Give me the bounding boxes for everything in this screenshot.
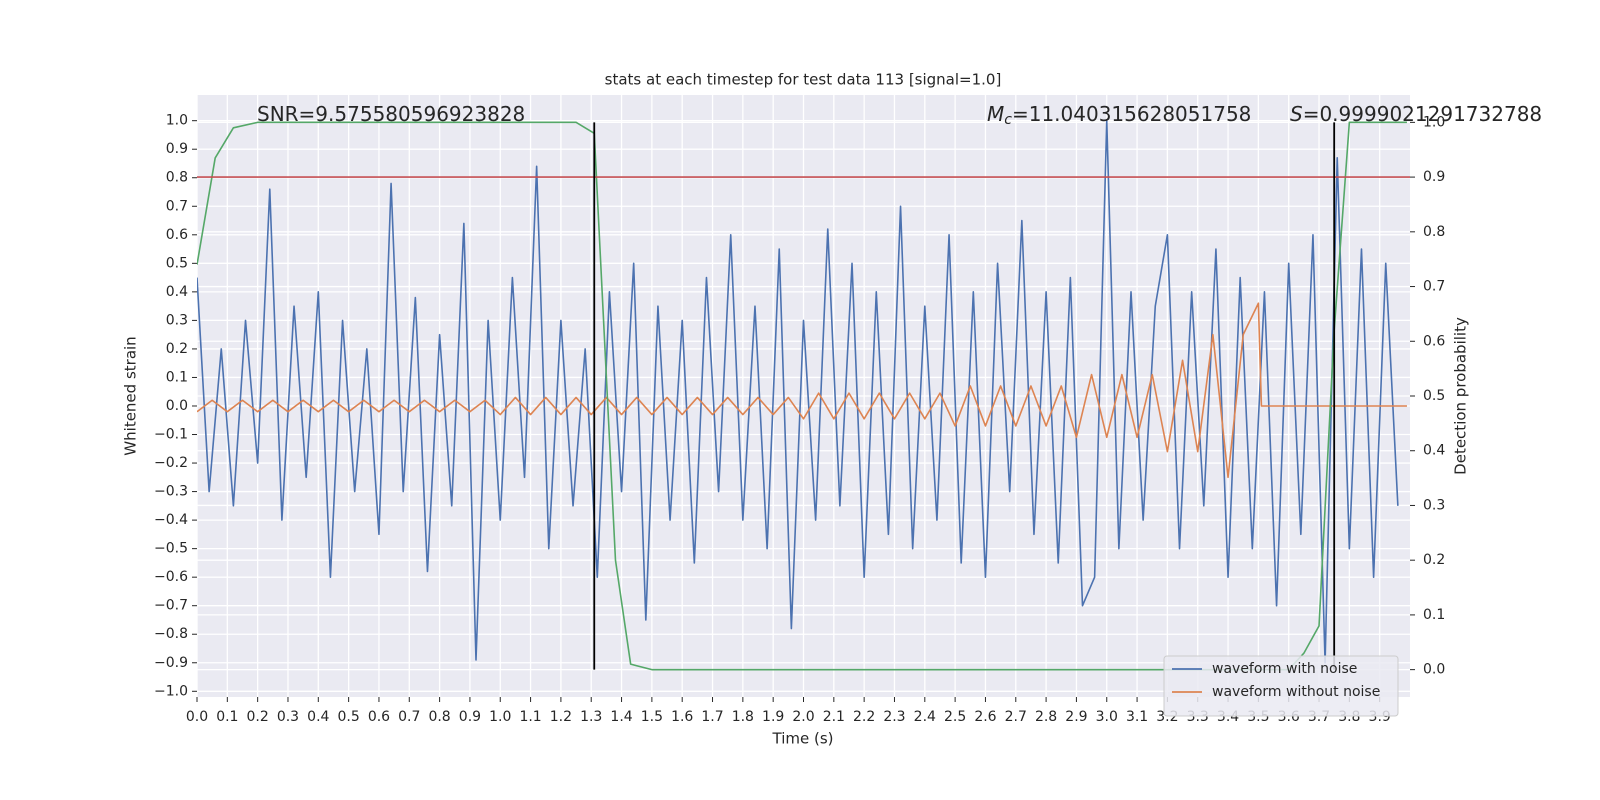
legend-label: waveform without noise <box>1212 684 1380 700</box>
x-tick-label: 2.0 <box>792 709 814 725</box>
x-tick-label: 3.1 <box>1126 709 1148 725</box>
x-tick-label: 2.1 <box>823 709 845 725</box>
y2-tick-label: 0.3 <box>1423 497 1445 513</box>
y-tick-label: 0.6 <box>166 227 188 243</box>
y2-tick-label: 0.1 <box>1423 607 1445 623</box>
y-tick-label: 0.8 <box>166 170 188 186</box>
x-tick-label: 0.9 <box>459 709 481 725</box>
y2-tick-label: 1.0 <box>1423 114 1445 130</box>
annotation-text: =11.040315628051758 <box>1012 102 1251 126</box>
x-tick-label: 1.4 <box>610 709 632 725</box>
series-line <box>197 121 1407 671</box>
y-tick-label: 0.7 <box>166 198 188 214</box>
x-tick-label: 2.7 <box>1005 709 1027 725</box>
x-tick-label: 1.3 <box>580 709 602 725</box>
annotation-text: =0.9999021291732788 <box>1303 102 1542 126</box>
data <box>197 119 1410 671</box>
y-tick-label: 0.9 <box>166 141 188 157</box>
annotation: SNR=9.575580596923828 <box>257 102 525 126</box>
y2-tick-label: 0.4 <box>1423 443 1445 459</box>
x-tick-label: 0.0 <box>186 709 208 725</box>
x-tick-label: 3.0 <box>1096 709 1118 725</box>
annotation-symbol: S <box>1290 102 1303 126</box>
y-tick-label: 0.0 <box>166 398 188 414</box>
x-tick-label: 2.6 <box>974 709 996 725</box>
y2-tick-label: 0.9 <box>1423 169 1445 185</box>
y-tick-label: 0.2 <box>166 341 188 357</box>
y-tick-label: 0.3 <box>166 312 188 328</box>
x-tick-label: 2.8 <box>1035 709 1057 725</box>
legend-label: waveform with noise <box>1212 661 1357 677</box>
x-tick-label: 2.9 <box>1065 709 1087 725</box>
y-tick-label: 0.5 <box>166 255 188 271</box>
series-line <box>197 302 1407 479</box>
x-tick-label: 0.6 <box>368 709 390 725</box>
x-axis-label: Time (s) <box>772 730 834 748</box>
annotation-symbol: M <box>987 102 1004 126</box>
y2-tick-label: 0.6 <box>1423 333 1445 349</box>
y-tick-label: −0.6 <box>154 569 188 585</box>
y-tick-label: 1.0 <box>166 113 188 129</box>
x-tick-label: 0.4 <box>307 709 329 725</box>
x-tick-label: 0.5 <box>337 709 359 725</box>
x-tick-label: 1.5 <box>641 709 663 725</box>
y-tick-label: −0.7 <box>154 598 188 614</box>
y2-tick-label: 0.7 <box>1423 279 1445 295</box>
annotation: Mc=11.040315628051758 <box>987 102 1251 129</box>
x-tick-label: 0.1 <box>216 709 238 725</box>
annotation-subscript: c <box>1004 112 1012 128</box>
y2-tick-label: 0.5 <box>1423 388 1445 404</box>
y2-axis-label: Detection probability <box>1452 317 1470 475</box>
y-tick-label: −0.3 <box>154 484 188 500</box>
x-tick-label: 0.7 <box>398 709 420 725</box>
y2-tick-label: 0.2 <box>1423 552 1445 568</box>
y2-tick-label: 0.0 <box>1423 662 1445 678</box>
annotation: S=0.9999021291732788 <box>1290 102 1542 126</box>
x-tick-label: 1.9 <box>762 709 784 725</box>
x-tick-label: 1.6 <box>671 709 693 725</box>
annotation-text: SNR=9.575580596923828 <box>257 102 525 126</box>
y-tick-label: −0.1 <box>154 427 188 443</box>
x-tick-label: 0.3 <box>277 709 299 725</box>
y-tick-label: −0.4 <box>154 512 188 528</box>
x-tick-label: 1.1 <box>519 709 541 725</box>
y-tick-label: −0.5 <box>154 541 188 557</box>
x-tick-label: 0.8 <box>428 709 450 725</box>
legend-box <box>1163 655 1399 717</box>
x-tick-label: 2.4 <box>914 709 936 725</box>
y-tick-label: −0.9 <box>154 655 188 671</box>
x-tick-label: 2.2 <box>853 709 875 725</box>
x-tick-label: 1.8 <box>732 709 754 725</box>
x-tick-label: 1.7 <box>701 709 723 725</box>
axes: 0.0 0.1 0.2 0.3 0.4 0.5 0.6 0.7 0.8 0.9 1.0 1.1 1.2 1… <box>154 102 1542 726</box>
y-tick-label: −1.0 <box>154 683 188 699</box>
y-tick-label: 0.1 <box>166 369 188 385</box>
y-axis-label: Whitened strain <box>122 336 140 455</box>
series-line <box>197 119 1399 664</box>
x-tick-label: 1.0 <box>489 709 511 725</box>
x-tick-label: 1.2 <box>550 709 572 725</box>
chart-title: stats at each timestep for test data 113… <box>605 71 1002 89</box>
x-tick-label: 0.2 <box>247 709 269 725</box>
y-tick-label: −0.8 <box>154 626 188 642</box>
grid <box>196 95 1410 697</box>
y-tick-label: −0.2 <box>154 455 188 471</box>
y2-tick-label: 0.8 <box>1423 224 1445 240</box>
x-tick-label: 2.5 <box>944 709 966 725</box>
y-tick-label: 0.4 <box>166 284 188 300</box>
x-tick-label: 2.3 <box>883 709 905 725</box>
